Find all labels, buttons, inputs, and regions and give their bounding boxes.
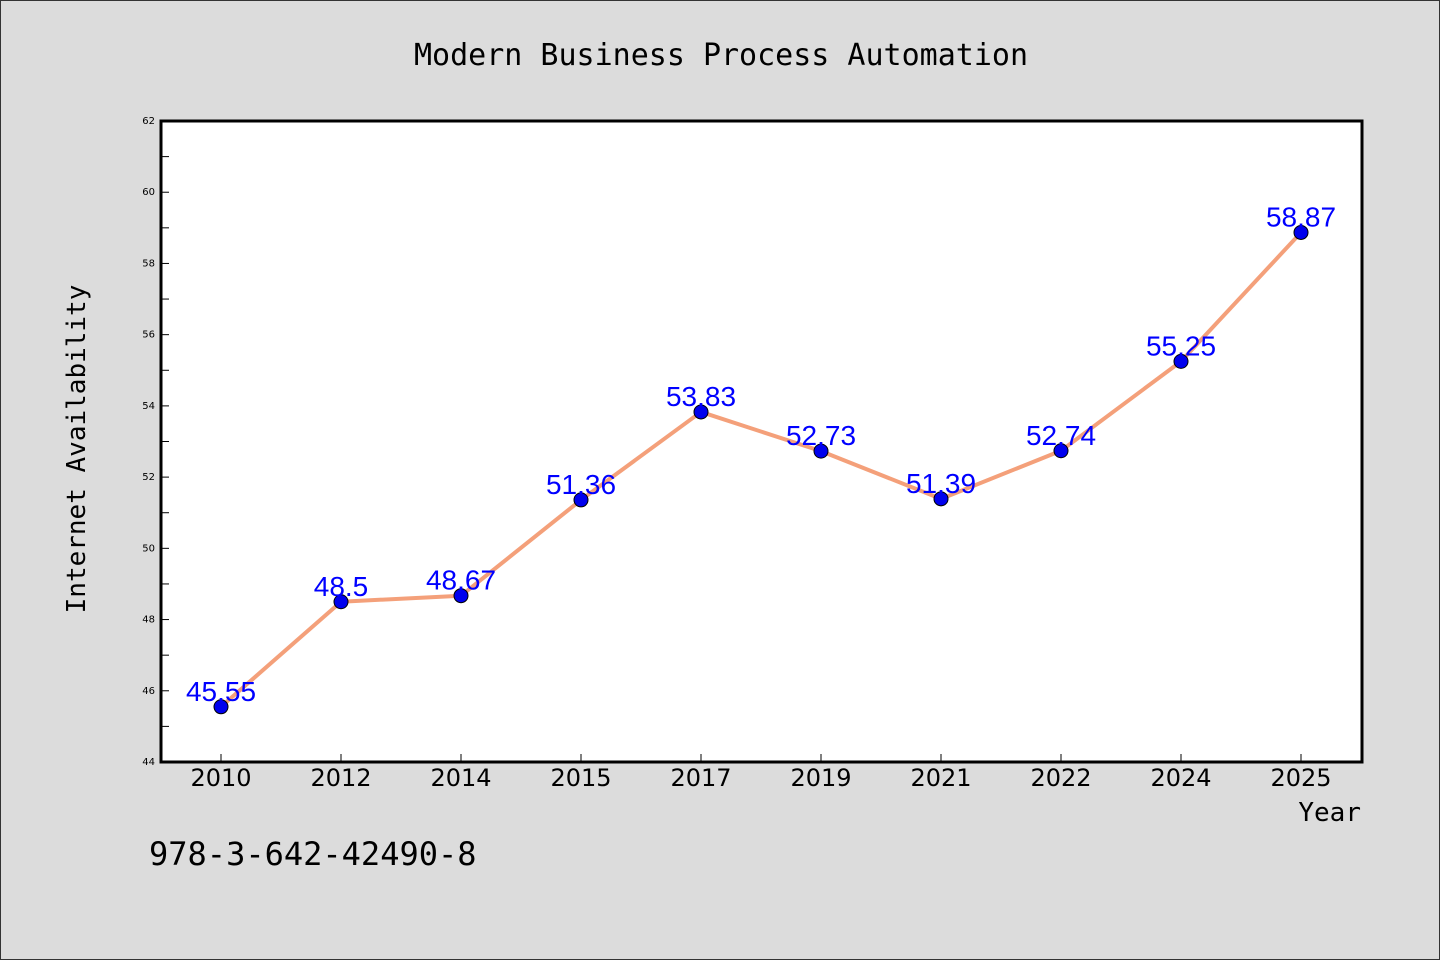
data-point <box>1293 224 1309 240</box>
series-line <box>219 230 1303 709</box>
x-axis-title: Year <box>1298 798 1361 828</box>
data-label: 48.67 <box>426 565 496 596</box>
data-point <box>933 491 949 507</box>
data-point <box>573 492 589 508</box>
data-label: 45.55 <box>186 676 256 707</box>
x-tick-label: 2021 <box>910 764 971 792</box>
data-label: 53.83 <box>666 381 736 412</box>
data-label: 51.36 <box>546 469 616 500</box>
data-point <box>1053 443 1069 459</box>
y-tick-label: 62 <box>142 116 155 127</box>
y-tick-label: 46 <box>142 686 155 697</box>
x-tick-label: 2025 <box>1270 764 1331 792</box>
chart-title: Modern Business Process Automation <box>414 38 1028 73</box>
x-tick-label: 2015 <box>550 764 611 792</box>
x-tick-label: 2014 <box>430 764 491 792</box>
x-tick-label: 2012 <box>310 764 371 792</box>
data-point <box>213 699 229 715</box>
x-tick-label: 2024 <box>1150 764 1211 792</box>
data-point <box>693 404 709 420</box>
y-tick-label: 52 <box>142 472 155 483</box>
data-label: 52.74 <box>1026 420 1096 451</box>
data-label: 52.73 <box>786 420 856 451</box>
data-point <box>453 588 469 604</box>
x-axis: 2010 2012 2014 2015 2017 2019 2021 2022 2024 2025 <box>190 754 1332 792</box>
y-axis-title: Internet Availability <box>62 285 92 614</box>
y-axis: 44 46 48 50 52 54 56 58 60 62 <box>142 116 169 768</box>
x-tick-label: 2010 <box>190 764 251 792</box>
y-tick-label: 58 <box>142 258 155 269</box>
series-layer: 45.55 48.5 48.67 51.36 53.83 52.73 51.39 52.74 5… <box>186 201 1336 715</box>
y-tick-label: 60 <box>142 187 155 198</box>
y-tick-label: 48 <box>142 615 155 626</box>
y-tick-label: 50 <box>142 543 155 554</box>
y-tick-label: 44 <box>142 757 155 768</box>
data-label: 55.25 <box>1146 330 1216 361</box>
data-label: 51.39 <box>906 468 976 499</box>
data-label: 48.5 <box>314 571 369 602</box>
data-point <box>813 443 829 459</box>
plot-area <box>159 119 1364 764</box>
y-tick-label: 54 <box>142 401 155 412</box>
y-tick-label: 56 <box>142 330 155 341</box>
data-label: 58.87 <box>1266 201 1336 232</box>
x-tick-label: 2019 <box>790 764 851 792</box>
x-tick-label: 2022 <box>1030 764 1091 792</box>
isbn-annotation: 978-3-642-42490-8 <box>149 835 477 873</box>
x-tick-label: 2017 <box>670 764 731 792</box>
data-point <box>333 594 349 610</box>
data-point <box>1173 353 1189 369</box>
